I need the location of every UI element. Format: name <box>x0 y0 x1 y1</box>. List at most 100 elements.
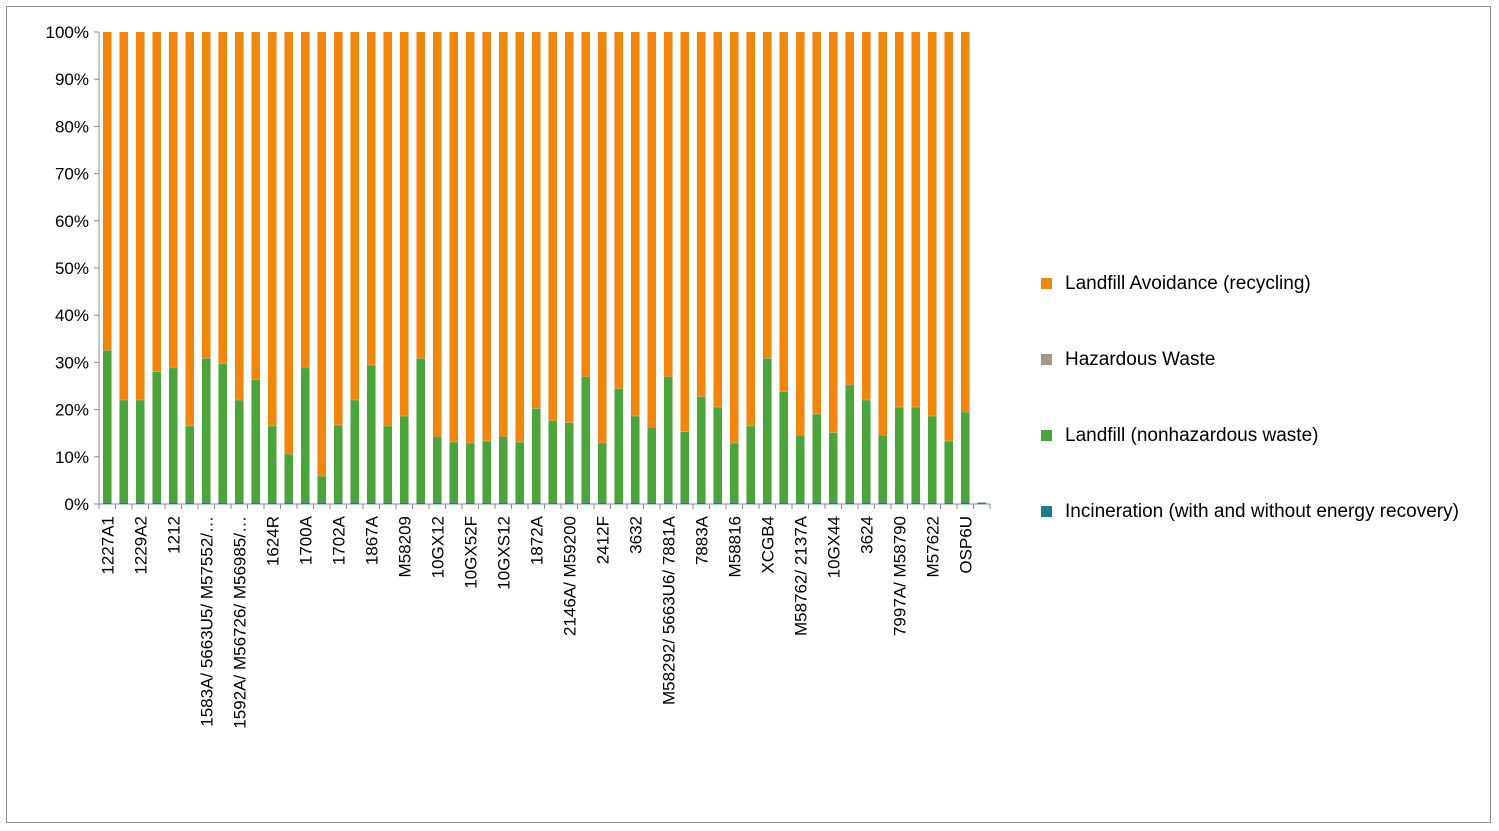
chart-plot: 0% 10% 20% 30% 40% 50% 60% 70% 80% 90% 100% 1227A1 1… <box>46 23 991 729</box>
bar-segment-series-3 <box>680 32 690 432</box>
bar-segment-series-3 <box>482 32 492 441</box>
bar-segment-series-0 <box>828 502 838 504</box>
bar-segment-series-0 <box>597 502 607 504</box>
bar-segment-series-0 <box>696 502 706 504</box>
y-tick-label: 60% <box>55 212 89 231</box>
bar-segment-series-1 <box>927 416 937 503</box>
bar-segment-series-1 <box>465 443 475 503</box>
bar-segment-series-0 <box>911 502 921 504</box>
bar-segment-series-3 <box>944 32 954 441</box>
x-tick-label: 1872A <box>527 515 546 565</box>
bar-segment-series-1 <box>779 391 789 503</box>
bar-segment-series-1 <box>845 385 855 503</box>
bar-segment-series-3 <box>333 32 343 425</box>
legend-label: Hazardous Waste <box>1065 349 1216 370</box>
bar-segment-series-0 <box>779 502 789 504</box>
bar-segment-series-0 <box>482 502 492 504</box>
bar-segment-series-0 <box>498 502 508 504</box>
bar-segment-series-1 <box>597 443 607 503</box>
bar-segment-series-1 <box>564 422 574 503</box>
bar-segment-series-3 <box>746 32 756 426</box>
bar-segment-series-0 <box>152 502 162 504</box>
bar-segment-series-3 <box>795 32 805 436</box>
bar-segment-series-1 <box>383 426 393 503</box>
bar-segment-series-1 <box>102 350 112 503</box>
bar-segment-series-0 <box>581 502 591 504</box>
bar-segment-series-1 <box>812 414 822 503</box>
legend-swatch-landfill-avoidance <box>1041 278 1052 289</box>
bar-segment-series-3 <box>630 32 640 416</box>
bar-segment-series-0 <box>894 502 904 504</box>
bar-segment-series-3 <box>581 32 591 377</box>
bar-segment-series-0 <box>548 502 558 504</box>
bar-segment-series-3 <box>383 32 393 426</box>
bar-segment-series-3 <box>234 32 244 400</box>
bar-segment-series-1 <box>663 377 673 503</box>
bar-segment-series-1 <box>878 435 888 503</box>
y-tick-label: 0% <box>64 495 89 514</box>
x-tick-label: 10GXS12 <box>494 516 513 590</box>
y-tick-label: 50% <box>55 259 89 278</box>
x-tick-label: 1583A/ 5663U5/ M57552/… <box>197 516 216 727</box>
bar-segment-series-3 <box>779 32 789 392</box>
bar-segment-series-0 <box>449 502 459 504</box>
legend-item-landfill: Landfill (nonhazardous waste) <box>1037 421 1497 450</box>
bar-segment-series-0 <box>234 502 244 504</box>
legend-label: Incineration (with and without energy re… <box>1065 501 1459 522</box>
bar-segment-series-1 <box>399 416 409 503</box>
bar-segment-series-1 <box>284 454 294 503</box>
bar-segment-series-1 <box>548 420 558 503</box>
bar-segment-series-3 <box>317 32 327 476</box>
y-tick-label: 10% <box>55 448 89 467</box>
bar-segment-series-3 <box>663 32 673 377</box>
bar-segment-series-1 <box>333 425 343 503</box>
bar-segment-series-1 <box>185 426 195 503</box>
x-tick-label: 7997A/ M58790 <box>890 516 909 636</box>
x-tick-label: 1227A1 <box>98 516 117 575</box>
x-tick-label: 10GX52F <box>461 516 480 589</box>
bar-segment-series-1 <box>135 400 145 503</box>
bar-segment-series-1 <box>251 379 261 503</box>
x-tick-label: 1592A/ M56726/ M56985/… <box>230 516 249 729</box>
bar-segment-series-0 <box>218 502 228 504</box>
bar-segment-series-3 <box>251 32 261 380</box>
bar-segment-series-0 <box>383 502 393 504</box>
y-tick-label: 80% <box>55 117 89 136</box>
legend-item-landfill-avoidance: Landfill Avoidance (recycling) <box>1037 269 1497 298</box>
bar-segment-series-3 <box>960 32 970 412</box>
bar-segment-series-0 <box>102 502 112 504</box>
bar-segment-series-1 <box>581 377 591 503</box>
x-tick-label: 1229A2 <box>131 516 150 575</box>
bar-segment-series-3 <box>548 32 558 421</box>
x-tick-label: OSP6U <box>956 516 975 574</box>
x-tick-label: 1867A <box>362 515 381 565</box>
bar-segment-series-0 <box>762 502 772 504</box>
bar-segment-series-0 <box>861 502 871 504</box>
bar-segment-series-1 <box>218 363 228 503</box>
chart-frame: 0% 10% 20% 30% 40% 50% 60% 70% 80% 90% 100% 1227A1 1… <box>6 6 1491 823</box>
bar-segment-series-1 <box>234 400 244 503</box>
bar-segment-series-1 <box>894 407 904 503</box>
bar-segment-series-3 <box>647 32 657 428</box>
bar-segment-series-3 <box>812 32 822 414</box>
bar-segment-series-3 <box>531 32 541 409</box>
bar-segment-series-0 <box>663 502 673 504</box>
x-tick-label: 1700A <box>296 515 315 565</box>
bar-segment-series-0 <box>531 502 541 504</box>
bar-segment-series-0 <box>977 502 987 504</box>
bar-segment-series-0 <box>845 502 855 504</box>
bar-segment-series-3 <box>416 32 426 359</box>
bar-segment-series-1 <box>168 368 178 503</box>
bar-segment-series-1 <box>861 400 871 503</box>
bar-segment-series-0 <box>416 502 426 504</box>
chart-legend: Landfill Avoidance (recycling) Hazardous… <box>1037 269 1497 573</box>
bar-segment-series-3 <box>465 32 475 443</box>
bar-segment-series-1 <box>416 358 426 503</box>
x-tick-label: 7883A <box>692 515 711 565</box>
bar-segment-series-1 <box>729 443 739 503</box>
bar-segment-series-0 <box>515 502 525 504</box>
bar-segment-series-3 <box>597 32 607 443</box>
bar-segment-series-0 <box>729 502 739 504</box>
x-tick-label: 1212 <box>164 516 183 554</box>
bar-segment-series-1 <box>267 426 277 503</box>
